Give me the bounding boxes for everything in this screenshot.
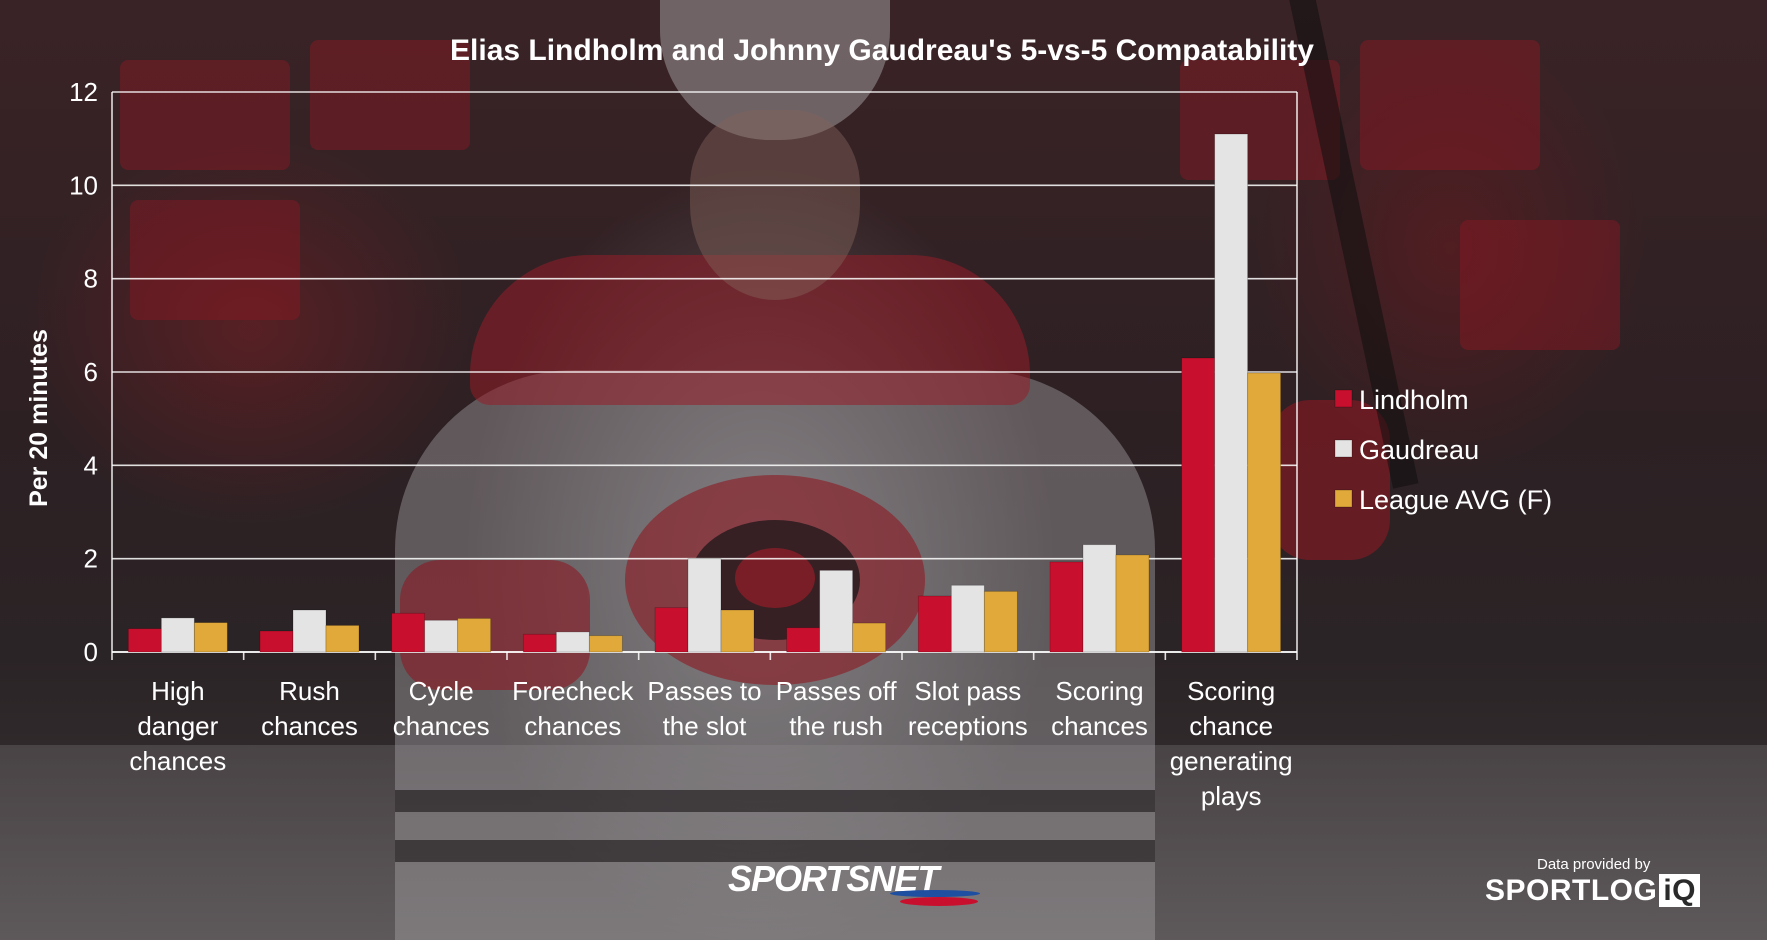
bar-league-avg-f <box>720 609 755 653</box>
sportlogiq-logo-main: SPORTLOG <box>1485 874 1658 907</box>
x-category-label-line: Forecheck <box>512 676 634 706</box>
x-category-label-line: plays <box>1201 781 1262 811</box>
bar-gaudreau <box>160 617 195 653</box>
x-category-label-line: the slot <box>663 711 748 741</box>
x-category-label-line: chances <box>393 711 490 741</box>
legend-label: Lindholm <box>1359 385 1469 415</box>
bar-lindholm <box>654 607 689 653</box>
y-tick-label: 6 <box>84 357 98 387</box>
bar-lindholm <box>391 612 426 653</box>
y-tick-label: 4 <box>84 450 98 480</box>
bar-gaudreau <box>687 558 722 653</box>
sportlogiq-logo-badge: iQ <box>1659 874 1701 907</box>
bar-gaudreau <box>424 619 459 653</box>
bar-lindholm <box>786 627 821 653</box>
y-tick-label: 10 <box>69 170 98 200</box>
bar-gaudreau <box>1214 133 1249 653</box>
bar-lindholm <box>1181 357 1216 653</box>
bar-gaudreau <box>950 584 985 653</box>
x-category-label-line: receptions <box>908 711 1028 741</box>
legend-swatch <box>1334 439 1353 458</box>
x-category-label: Rush chances <box>261 676 358 741</box>
data-provider-caption: Data provided by <box>1537 856 1651 873</box>
bar-league-avg-f <box>1247 372 1282 653</box>
x-category-label-line: Rush <box>279 676 340 706</box>
bar-gaudreau <box>1082 544 1117 653</box>
legend-swatch <box>1334 389 1353 408</box>
bar-lindholm <box>917 595 952 653</box>
legend: Lindholm Gaudreau League AVG (F) <box>1334 385 1552 515</box>
bar-lindholm <box>127 628 162 653</box>
x-category-label: Scoring chances <box>1051 676 1148 741</box>
legend-swatch <box>1334 489 1353 508</box>
bar-league-avg-f <box>193 622 228 653</box>
x-category-label-line: Passes to <box>647 676 761 706</box>
sportsnet-swoosh-blue <box>890 890 980 897</box>
x-category-label-line: the rush <box>789 711 883 741</box>
chart-title: Elias Lindholm and Johnny Gaudreau's 5-v… <box>450 34 1314 67</box>
bar-lindholm <box>522 633 557 653</box>
x-category-label-line: chances <box>129 746 226 776</box>
x-category-label: Cycle chances <box>393 676 490 741</box>
y-axis-label: Per 20 minutes <box>25 329 53 507</box>
bar-league-avg-f <box>588 635 623 653</box>
bar-league-avg-f <box>457 618 492 653</box>
x-category-label-line: chance <box>1189 711 1273 741</box>
bar-gaudreau <box>819 569 854 653</box>
x-category-label-line: chances <box>1051 711 1148 741</box>
bar-gaudreau <box>555 631 590 653</box>
bar-league-avg-f <box>983 590 1018 653</box>
x-category-label: Slot pass receptions <box>908 676 1028 741</box>
x-category-label: Passes to the slot <box>647 676 761 741</box>
x-category-label-line: Slot pass <box>914 676 1021 706</box>
bar-league-avg-f <box>1115 554 1150 653</box>
x-category-label-line: High <box>151 676 204 706</box>
sportlogiq-logo: SPORTLOG iQ <box>1485 874 1701 908</box>
x-category-label-line: danger <box>137 711 218 741</box>
x-category-label-line: Cycle <box>409 676 474 706</box>
y-axis-ticks: 0 2 4 6 8 10 12 <box>69 77 98 667</box>
x-category-label-line: generating <box>1170 746 1293 776</box>
x-category-label-line: Scoring <box>1055 676 1143 706</box>
y-tick-label: 2 <box>84 544 98 574</box>
x-category-label: High danger chances <box>129 676 226 776</box>
bar-lindholm <box>259 630 294 653</box>
x-category-label-line: chances <box>524 711 621 741</box>
x-category-label: Forecheck chances <box>512 676 634 741</box>
bars <box>127 133 1282 653</box>
bar-lindholm <box>1049 561 1084 653</box>
y-tick-label: 12 <box>69 77 98 107</box>
x-category-label: Passes off the rush <box>776 676 898 741</box>
legend-label: League AVG (F) <box>1359 485 1552 515</box>
x-category-label-line: chances <box>261 711 358 741</box>
x-axis-categories: High danger chances Rush chances Cycle chances… <box>129 676 1292 811</box>
bar-gaudreau <box>292 609 327 653</box>
x-category-label-line: Scoring <box>1187 676 1275 706</box>
bar-league-avg-f <box>325 625 360 653</box>
y-tick-label: 0 <box>84 637 98 667</box>
x-category-label: Scoring chance generating plays <box>1170 676 1293 811</box>
y-tick-label: 8 <box>84 264 98 294</box>
bar-league-avg-f <box>852 622 887 653</box>
x-category-label-line: Passes off <box>776 676 898 706</box>
legend-label: Gaudreau <box>1359 435 1479 465</box>
sportsnet-swoosh-red <box>900 897 978 906</box>
